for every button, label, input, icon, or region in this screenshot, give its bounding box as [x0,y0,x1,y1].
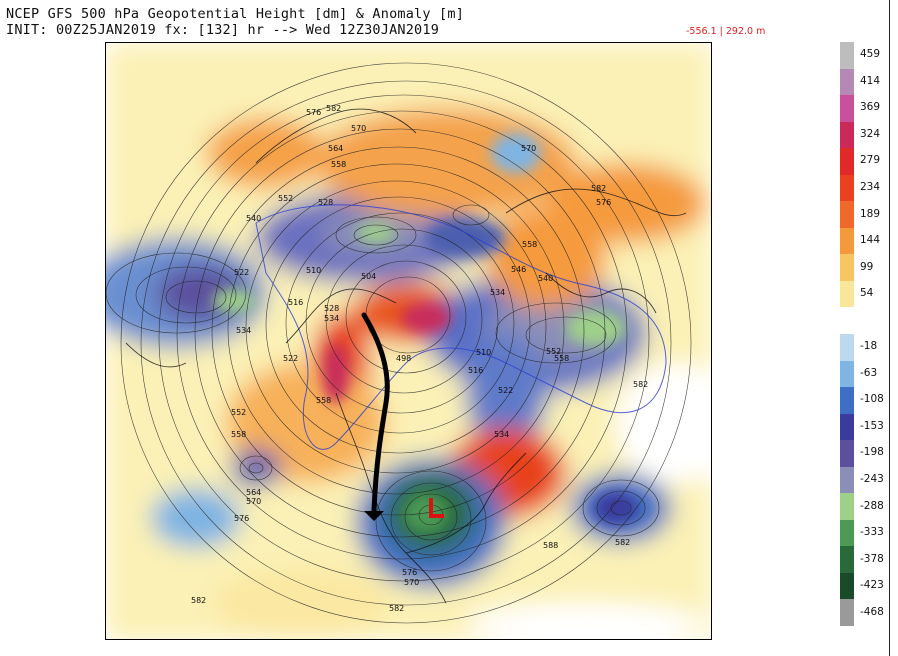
colorbar-label: 324 [860,127,881,140]
colorbar-segment [840,121,854,149]
contour-label: 558 [231,430,246,439]
contour-label: 582 [326,104,341,113]
colorbar-label: -288 [860,499,884,512]
colorbar-label: 369 [860,101,881,114]
colorbar-segment [840,42,854,70]
contour-label: 510 [476,348,491,357]
low-pressure-marker [429,498,444,518]
contour-label: 528 [318,198,333,207]
colorbar-segment [840,519,854,547]
contour-label: 570 [521,144,536,153]
contour-label: 552 [278,194,293,203]
contour-label: 522 [283,354,298,363]
trough-arrow [361,312,390,521]
contour-label: 516 [468,366,483,375]
colorbar-label: -63 [860,366,878,379]
contour-label: 564 [328,144,343,153]
contour-label: 564 [246,488,261,497]
contour-label: 582 [389,604,404,613]
colorbar-segment [840,360,854,388]
contour-label: 498 [396,354,411,363]
contour-label: 558 [316,396,331,405]
contour-label: 546 [511,265,526,274]
contour-label: 552 [546,347,561,356]
frame-edge [889,0,890,656]
contour-label: 534 [324,314,339,323]
colorbar-label: 99 [860,260,874,273]
colorbar-label: 144 [860,234,881,247]
contour-label: 516 [288,298,303,307]
colorbar-segment [840,201,854,229]
colorbar-segment [840,334,854,362]
colorbar-segment [840,68,854,96]
contour-label: 576 [306,108,321,117]
contour-label: 588 [543,541,558,550]
contour-label: 582 [633,380,648,389]
colorbar-label: -378 [860,552,884,565]
colorbar-label: -423 [860,579,884,592]
colorbar-segment [840,148,854,176]
colorbar-label: 234 [860,181,881,193]
colorbar-segment [840,413,854,441]
contour-label: 576 [234,514,249,523]
contour-label: 582 [615,538,630,547]
contour-label: 534 [490,288,505,297]
colorbar-label: 54 [860,287,874,300]
contour-label: 582 [591,184,606,193]
contour-label: 570 [404,578,419,587]
colorbar-label: 459 [860,48,881,61]
colorbar-segment [840,493,854,521]
colorbar-segment [840,174,854,202]
contour-label: 522 [234,268,249,277]
colorbar-segment [840,599,854,627]
colorbar-label: 414 [860,74,881,87]
contour-label: 582 [191,596,206,605]
contour-label: 522 [498,386,513,395]
contour-label: 558 [554,354,569,363]
colorbar-segment [840,466,854,494]
colorbar-segment [840,307,854,335]
colorbar-segment [840,280,854,308]
contour-label: 558 [331,160,346,169]
contour-label: 552 [231,408,246,417]
contour-label: 534 [494,430,509,439]
colorbar-label: 189 [860,207,881,220]
contour-label: 540 [246,214,261,223]
colorbar-label: -468 [860,605,884,618]
colorbar-segment [840,572,854,600]
map-canvas: 576 582 570 564 558 552 528 504 510 516 … [106,43,711,639]
map-init-time: INIT: 00Z25JAN2019 fx: [132] hr --> Wed … [6,22,440,38]
contour-label: 504 [361,272,376,281]
colorbar-label: -198 [860,446,884,459]
colorbar-segment [840,387,854,415]
colorbar-segment [840,95,854,123]
colorbar-label: -108 [860,393,884,406]
colorbar-segment [840,440,854,468]
contour-label: 540 [538,274,553,283]
contour-label: 534 [236,326,251,335]
colorbar-segment [840,546,854,574]
colorbar-label: -333 [860,526,884,539]
colorbar-label: 279 [860,154,881,167]
contour-label: 528 [324,304,339,313]
colorbar-segment [840,227,854,255]
anomaly-colorbar [840,42,854,627]
anomaly-range: -556.1 | 292.0 m [686,26,766,37]
contour-label: 570 [351,124,366,133]
geopotential-map: 576 582 570 564 558 552 528 504 510 516 … [105,42,712,640]
colorbar-segment [840,254,854,282]
colorbar-label: -18 [860,340,878,353]
map-title: NCEP GFS 500 hPa Geopotential Height [dm… [6,6,465,22]
contour-label: 570 [246,497,261,506]
contour-label: 576 [596,198,611,207]
colorbar-label: -153 [860,419,884,432]
contour-label: 510 [306,266,321,275]
contour-label: 558 [522,240,537,249]
colorbar-label: -243 [860,473,884,485]
contour-label: 576 [402,568,417,577]
